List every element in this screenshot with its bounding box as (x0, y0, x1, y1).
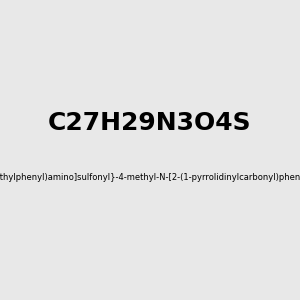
Text: C27H29N3O4S: C27H29N3O4S (48, 111, 252, 135)
Text: 3-{[(3,4-dimethylphenyl)amino]sulfonyl}-4-methyl-N-[2-(1-pyrrolidinylcarbonyl)ph: 3-{[(3,4-dimethylphenyl)amino]sulfonyl}-… (0, 172, 300, 182)
